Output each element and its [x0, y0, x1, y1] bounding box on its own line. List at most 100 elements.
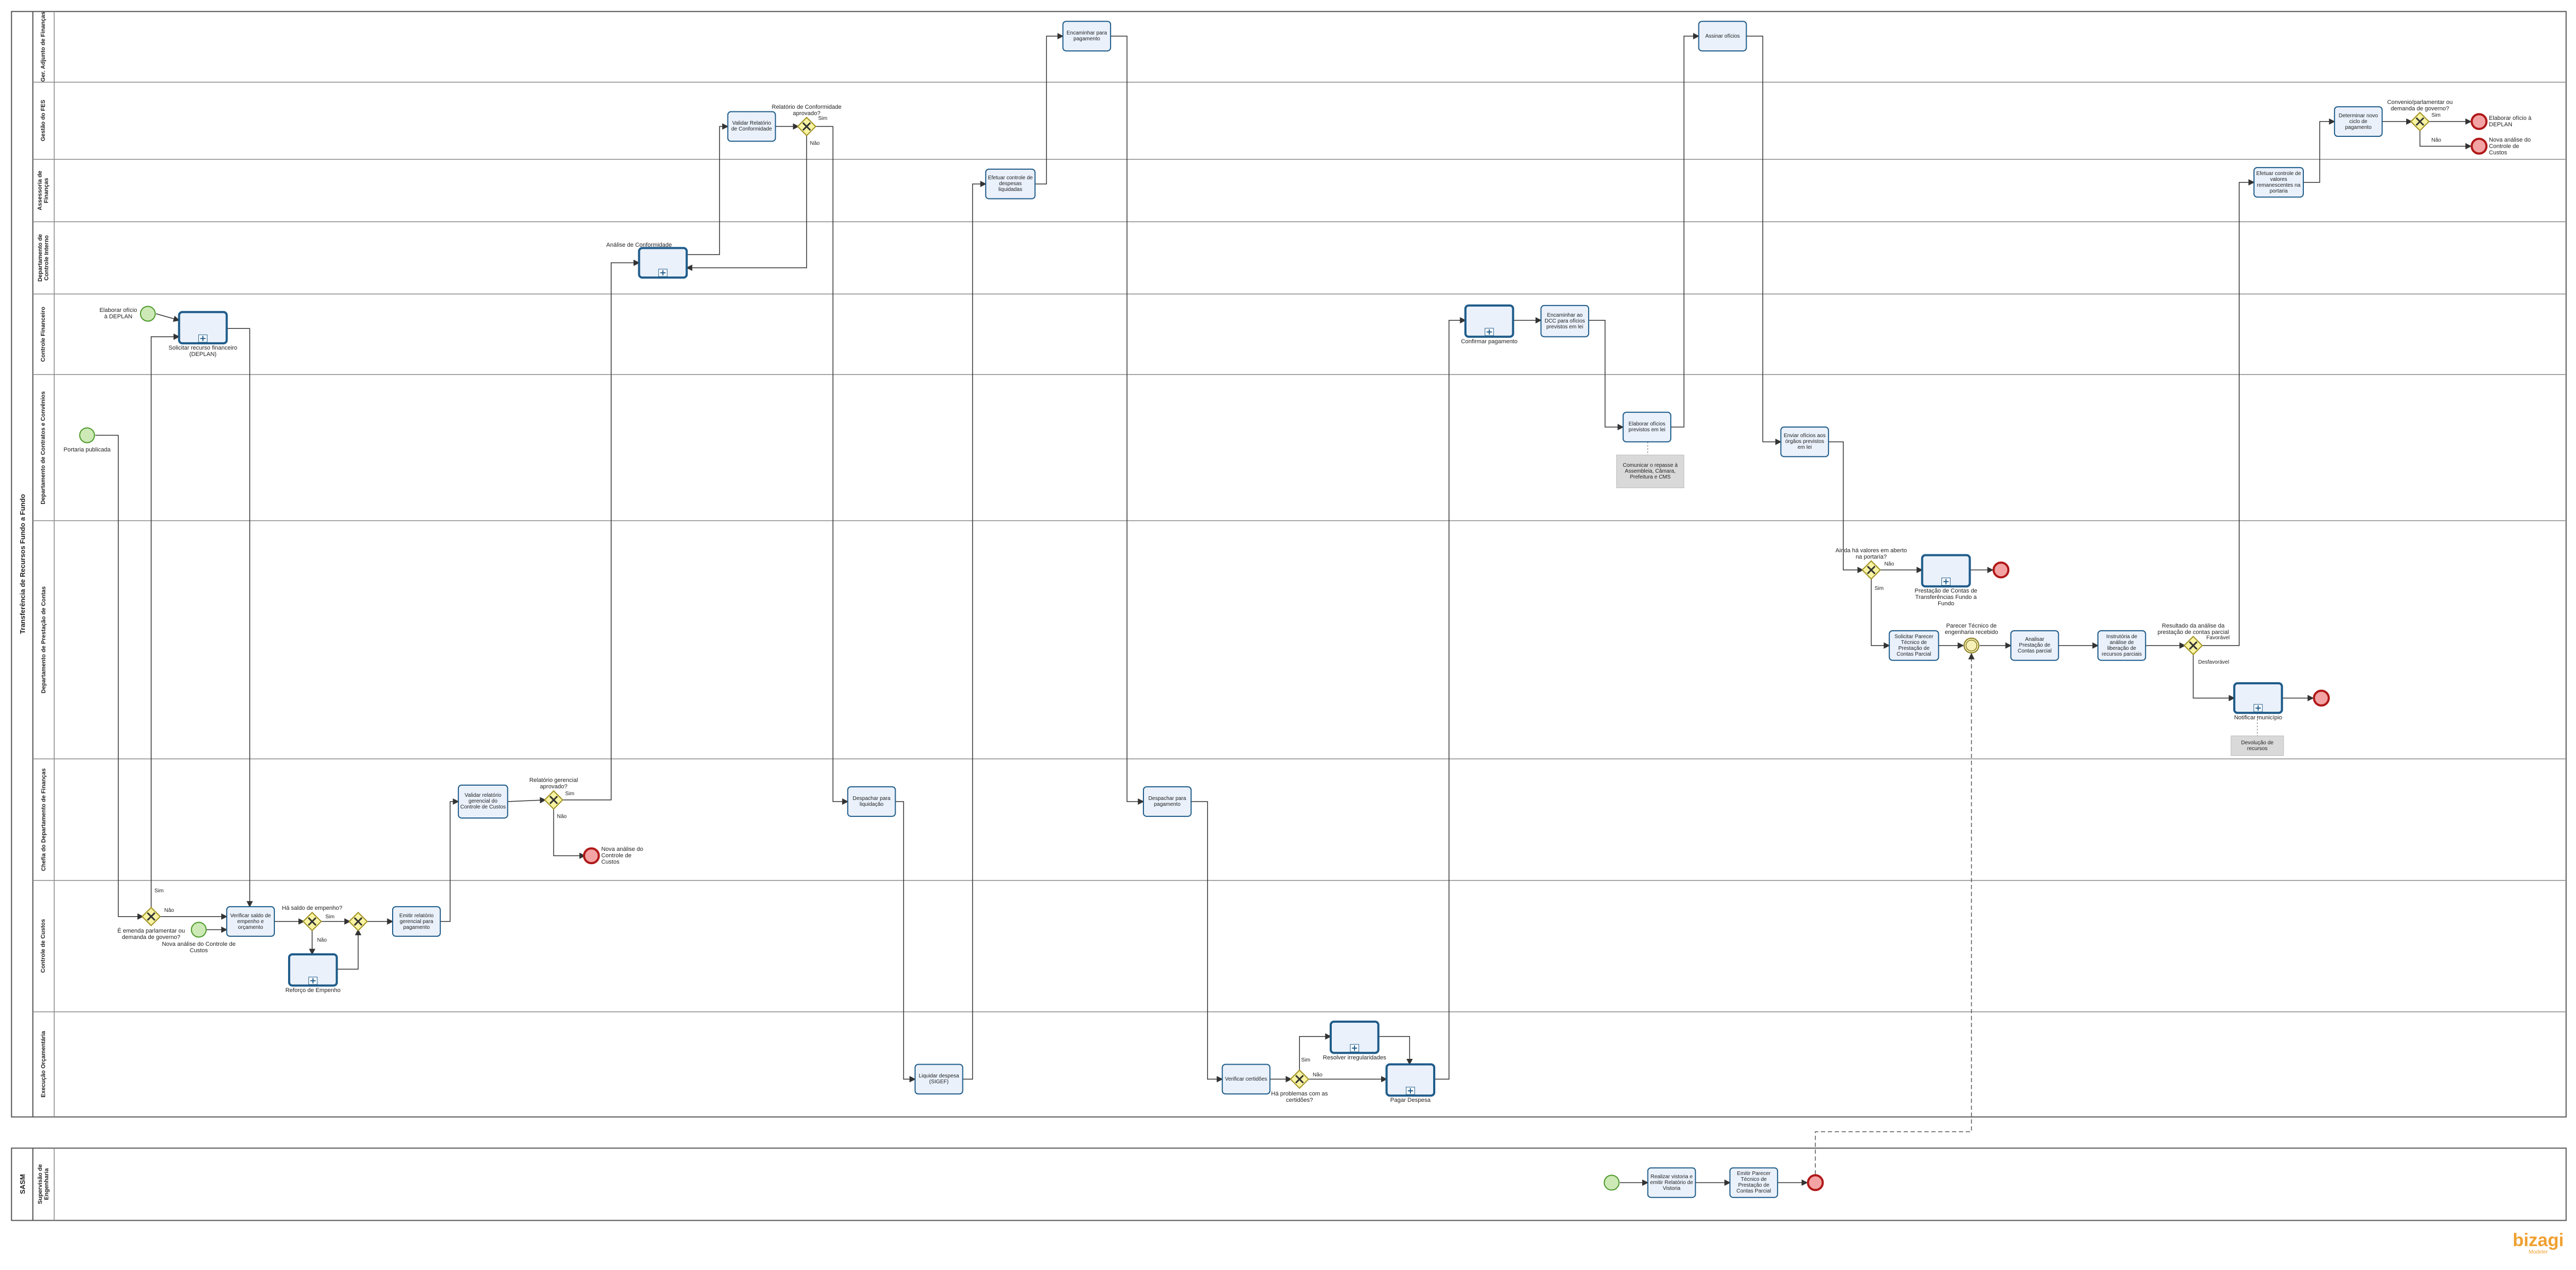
- task: [457, 785, 508, 819]
- gateway-label: Relatório gerencial aprovado?: [529, 777, 578, 790]
- task-label: Despachar para liquidação: [853, 795, 891, 807]
- subprocess: [178, 311, 228, 345]
- task: [1780, 427, 1829, 457]
- task: [914, 1064, 964, 1095]
- task: [985, 168, 1036, 199]
- task: [1623, 412, 1671, 442]
- pool: [11, 1147, 2567, 1221]
- lane-title: Departamento de Prestação de Contas: [40, 586, 47, 693]
- start-event: [140, 306, 156, 322]
- subprocess-plus: [660, 270, 666, 276]
- annotation-label: Devolução de recursos: [2241, 740, 2274, 752]
- sequence-flow: [1111, 36, 1144, 805]
- gateway-x: [146, 912, 155, 921]
- task-label: Elaborar ofícios previstos em lei: [1628, 421, 1666, 433]
- subprocess-label: Confirmar pagamento: [1461, 338, 1517, 345]
- event-inner: [1965, 639, 1977, 651]
- task-label: Enviar ofícios aos órgãos previstos em l…: [1783, 433, 1826, 451]
- lane-title: Controle Financeiro: [40, 307, 47, 362]
- gateway-label: Resultado da análise da prestação de con…: [2157, 623, 2229, 636]
- lane-title: Supervisão de Engenharia: [37, 1164, 50, 1205]
- start-label: Elaborar ofício à DEPLAN: [99, 307, 137, 320]
- task: [2253, 167, 2304, 198]
- subprocess-label: Pagar Despesa: [1390, 1097, 1431, 1104]
- gateway-label: Convenio/parlamentar ou demanda de gover…: [2387, 99, 2453, 112]
- gateway-label: Há saldo de empenho?: [282, 905, 343, 912]
- flow-label: Sim: [565, 791, 575, 797]
- sequence-flow: [553, 808, 586, 859]
- subprocess-plus: [310, 978, 316, 984]
- lane-title: Departamento de Controle Interno: [37, 234, 50, 282]
- task: [1221, 1064, 1271, 1095]
- flow-label: Sim: [1301, 1057, 1311, 1063]
- task-label: Solicitar Parecer Técnico de Prestação d…: [1894, 633, 1933, 657]
- flow-label: Não: [557, 814, 567, 820]
- gateway-label: Relatório de Conformidade aprovado?: [771, 103, 842, 117]
- task: [2097, 630, 2146, 661]
- start-event: [79, 427, 96, 443]
- gateway-x: [1295, 1075, 1304, 1084]
- task-label: Verificar saldo de empenho e orçamento: [230, 912, 271, 930]
- gateway-x: [2415, 117, 2424, 126]
- flow-label: Sim: [1874, 586, 1884, 591]
- sequence-flow: [440, 798, 459, 922]
- subprocess: [1921, 554, 1971, 588]
- sequence-flow: [2201, 179, 2255, 646]
- annotation: [2231, 735, 2284, 756]
- logo-subtitle: Modeler: [2528, 1249, 2548, 1255]
- task-label: Despachar para pagamento: [1148, 795, 1186, 807]
- task-label: Verificar certidões: [1225, 1076, 1268, 1082]
- gateway-x: [2189, 641, 2198, 650]
- task-label: Emitir Parecer Técnico de Prestação de C…: [1736, 1171, 1771, 1195]
- sequence-flow: [1035, 33, 1064, 185]
- task: [727, 111, 776, 142]
- sequence-flow: [962, 180, 987, 1080]
- flow-label: Não: [164, 907, 174, 914]
- subprocess-label: Solicitar recurso financeiro (DEPLAN): [168, 345, 238, 358]
- subprocess-label: Prestação de Contas de Transferências Fu…: [1914, 588, 1977, 607]
- annotation-label: Comunicar o repasse à Assembleia, Câmara…: [1623, 463, 1678, 481]
- flow-label: Não: [1312, 1072, 1323, 1078]
- task: [2334, 106, 2383, 137]
- flow-label: Desfavorável: [2198, 659, 2230, 666]
- lane-title: Controle de Custos: [40, 919, 47, 973]
- sequence-flow: [155, 313, 180, 322]
- end-label: Nova análise do Controle de Custos: [601, 846, 644, 866]
- sequence-flow: [1828, 441, 1864, 573]
- lane-title: Gestão do FES: [40, 100, 47, 142]
- end-event: [2470, 113, 2488, 131]
- subprocess-label: Notificar município: [2234, 714, 2283, 721]
- start-label: Nova análise do Controle de Custos: [162, 941, 236, 954]
- sequence-flow: [2419, 129, 2472, 150]
- subprocess-plus: [1943, 579, 1949, 585]
- subprocess-plus: [2255, 705, 2261, 711]
- sequence-flow: [151, 333, 180, 909]
- subprocess-label: Resolver irregularidades: [1323, 1054, 1386, 1061]
- end-event: [583, 847, 600, 865]
- flow-label: Não: [317, 937, 327, 943]
- gateway-x: [1867, 566, 1876, 575]
- task-label: Determinar novo ciclo de pagamento: [2338, 112, 2378, 131]
- flow-label: Não: [1884, 561, 1894, 567]
- subprocess-label: Análise de Conformidade: [606, 241, 672, 248]
- gateway-x: [802, 122, 811, 131]
- sequence-flow: [1378, 1036, 1413, 1065]
- lane-title: Chefia do Departamento de Finanças: [40, 768, 47, 871]
- gateway-x: [549, 795, 558, 804]
- flow-label: Sim: [154, 888, 164, 894]
- task-label: Instrutória de análise de liberação de r…: [2102, 633, 2142, 657]
- task-label: Realizar vistoria e emitir Relatório de …: [1650, 1173, 1694, 1191]
- sequence-flow: [1670, 33, 1700, 428]
- task-label: Analisar Prestação de Contas parcial: [2017, 637, 2052, 655]
- task-label: Emitir relatório gerencial para pagament…: [399, 912, 434, 930]
- pool: [11, 11, 2567, 1118]
- logo: bizagi: [2512, 1230, 2564, 1250]
- task: [1143, 786, 1192, 817]
- sequence-flow: [687, 123, 729, 255]
- flow-label: Sim: [325, 914, 335, 920]
- task: [1888, 630, 1939, 661]
- task-label: Validar Relatório de Conformidade: [731, 120, 772, 133]
- start-event: [190, 921, 207, 938]
- subprocess-plus: [1408, 1088, 1413, 1094]
